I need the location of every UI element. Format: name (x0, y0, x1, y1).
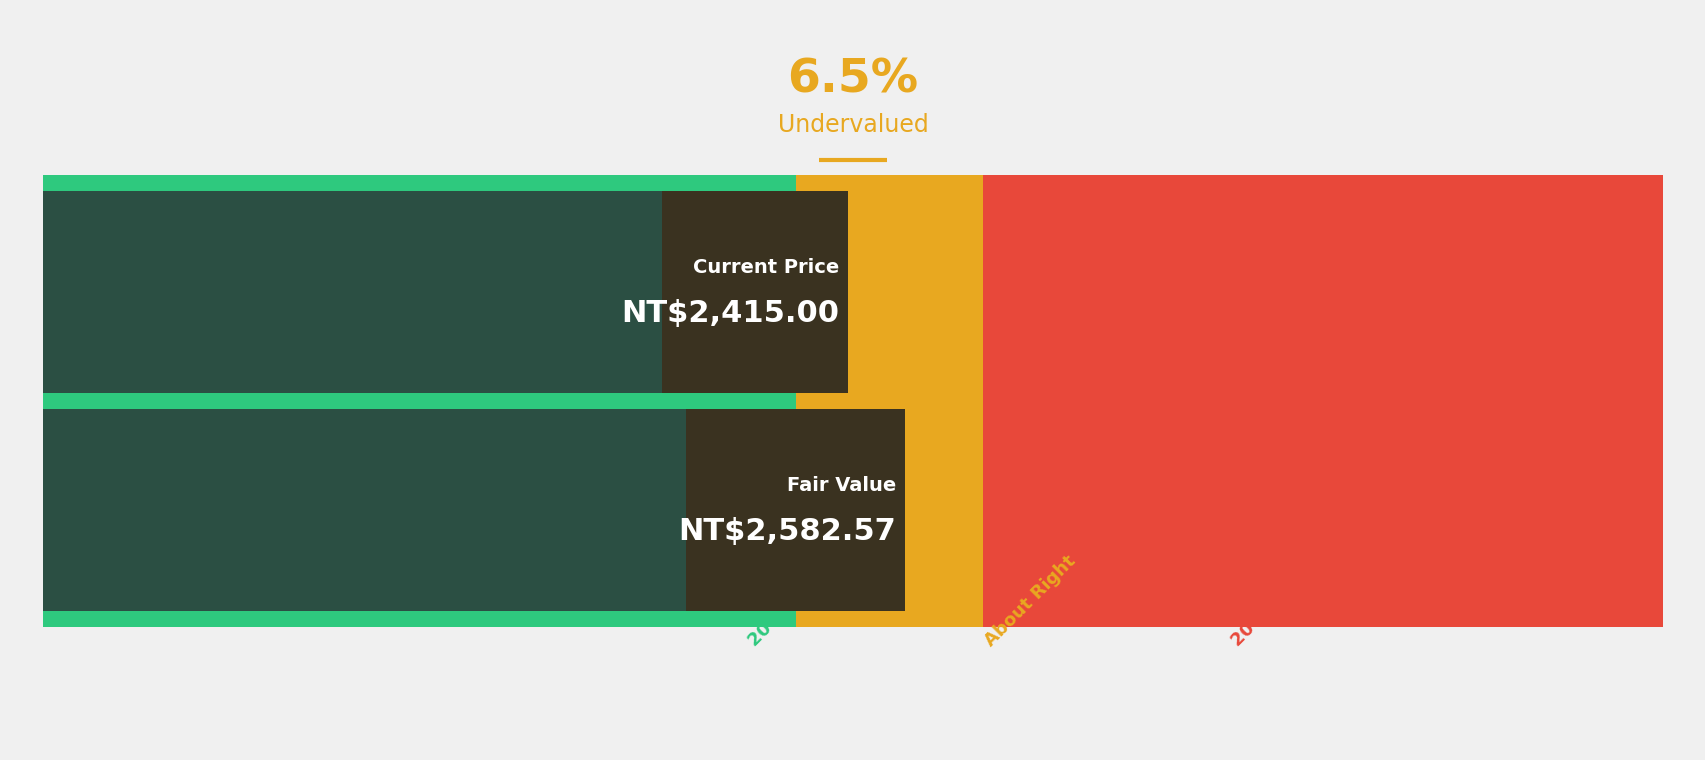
Bar (43, 191, 847, 393)
Bar (685, 409, 904, 611)
Bar (43, 611, 796, 627)
Text: About Right: About Right (980, 552, 1078, 650)
Text: 6.5%: 6.5% (788, 57, 917, 103)
Text: Undervalued: Undervalued (777, 113, 928, 138)
Text: 20% Overvalued: 20% Overvalued (1228, 520, 1357, 650)
Bar (662, 191, 847, 393)
Bar (982, 393, 1662, 409)
Bar (796, 393, 982, 409)
Bar (43, 393, 796, 409)
Text: Current Price: Current Price (692, 258, 839, 277)
Bar (982, 175, 1662, 191)
Text: NT$2,415.00: NT$2,415.00 (621, 299, 839, 328)
Bar (796, 611, 982, 627)
Text: 20% Undervalued: 20% Undervalued (745, 511, 883, 650)
Bar (43, 175, 796, 191)
Bar (43, 409, 904, 611)
Bar (796, 175, 982, 627)
Bar (796, 175, 982, 191)
Bar (43, 175, 796, 627)
Text: Fair Value: Fair Value (786, 477, 895, 496)
Bar (982, 175, 1662, 627)
Bar (982, 611, 1662, 627)
Text: NT$2,582.57: NT$2,582.57 (679, 517, 895, 546)
